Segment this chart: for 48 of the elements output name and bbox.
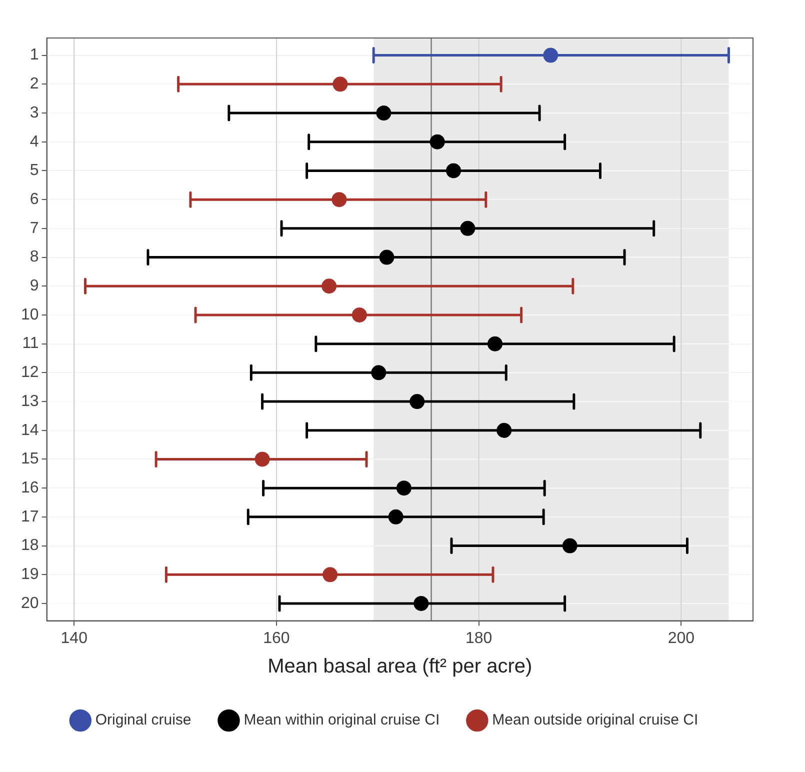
- point: [254, 452, 270, 467]
- y-tick-label: 19: [21, 566, 39, 584]
- point: [376, 106, 392, 121]
- y-tick-label: 18: [21, 537, 39, 554]
- point: [379, 250, 394, 265]
- point: [332, 192, 347, 208]
- y-tick-label: 9: [30, 278, 39, 295]
- point: [430, 134, 445, 150]
- y-tick-label: 15: [21, 450, 39, 468]
- y-tick-label: 2: [30, 76, 39, 93]
- y-tick-label: 14: [21, 422, 39, 439]
- y-tick-label: 8: [30, 248, 39, 266]
- point: [446, 163, 462, 178]
- y-tick-label: 5: [30, 162, 39, 180]
- legend-label: Original cruise: [95, 712, 192, 729]
- x-tick-label: 180: [465, 630, 492, 647]
- legend-label: Mean outside original cruise CI: [492, 712, 698, 729]
- x-tick-label: 160: [263, 630, 290, 647]
- y-tick-label: 1: [30, 46, 39, 64]
- y-tick-label: 13: [21, 392, 39, 410]
- point: [322, 278, 337, 294]
- x-tick-label: 200: [668, 630, 695, 647]
- y-tick-label: 11: [22, 335, 39, 352]
- y-tick-label: 6: [30, 190, 39, 208]
- x-tick-label: 140: [60, 630, 88, 647]
- x-axis-title: Mean basal area (ft² per acre): [268, 656, 532, 678]
- point: [562, 538, 578, 554]
- point: [488, 336, 503, 352]
- y-tick-label: 16: [21, 479, 39, 496]
- y-tick-label: 4: [30, 133, 39, 150]
- legend-label: Mean within original cruise CI: [244, 712, 440, 729]
- point: [352, 307, 367, 322]
- y-tick-label: 10: [21, 306, 39, 324]
- y-tick-label: 17: [21, 508, 39, 526]
- point: [371, 365, 386, 380]
- point: [322, 567, 338, 582]
- point: [414, 596, 429, 611]
- y-tick-label: 12: [21, 364, 39, 382]
- y-tick-label: 20: [21, 594, 39, 612]
- point: [460, 220, 476, 236]
- y-tick-label: 7: [30, 220, 39, 237]
- point: [332, 76, 348, 92]
- point: [496, 422, 512, 438]
- point: [396, 480, 412, 496]
- y-tick-label: 3: [30, 104, 39, 122]
- point: [543, 48, 558, 63]
- point: [388, 509, 404, 524]
- point: [410, 394, 425, 410]
